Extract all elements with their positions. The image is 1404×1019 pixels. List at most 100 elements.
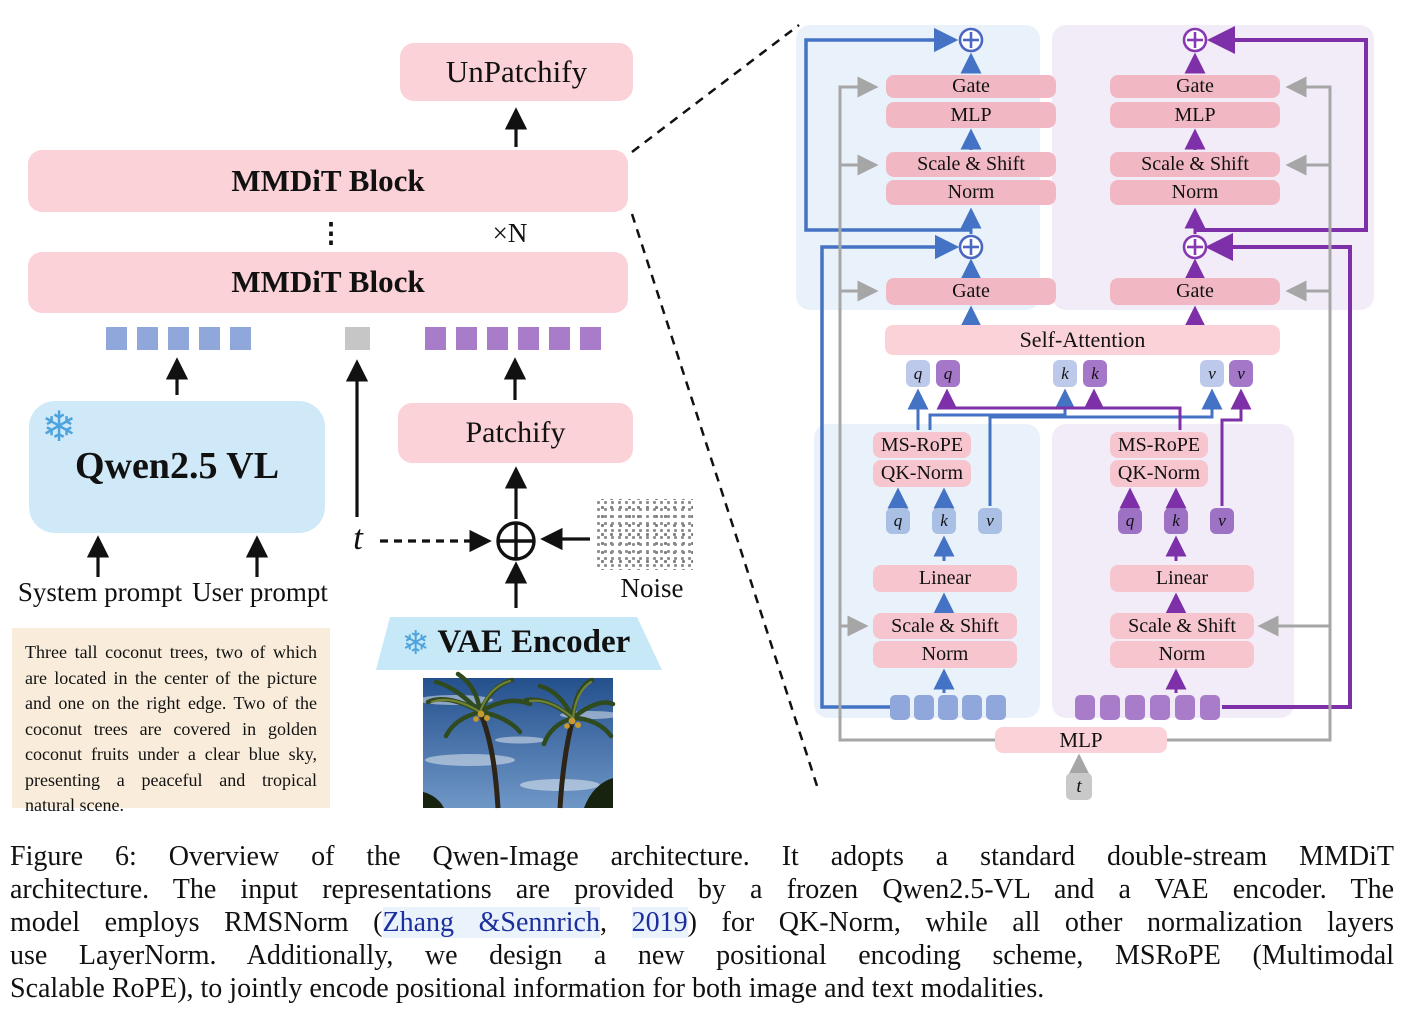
text-token xyxy=(986,695,1006,720)
image-token xyxy=(1150,695,1170,720)
image-token xyxy=(518,327,539,350)
image-token xyxy=(1200,695,1220,720)
text-token xyxy=(230,327,251,350)
timestep-token-box: t xyxy=(1066,773,1092,800)
prompt-paragraph: Three tall coconut trees, two of which a… xyxy=(12,628,330,815)
zoom-connector-dashes xyxy=(630,24,820,790)
text-token xyxy=(962,695,982,720)
image-v-small: v xyxy=(1210,508,1234,534)
text-input-token-row xyxy=(890,695,1006,720)
text-token xyxy=(106,327,127,350)
citation-link-authors[interactable]: Zhang &Sennrich xyxy=(382,907,600,938)
text-v-token: v xyxy=(1200,360,1224,387)
image-token xyxy=(1075,695,1095,720)
image-token xyxy=(580,327,601,350)
timestep-label: t xyxy=(353,517,363,557)
text-token-row xyxy=(106,327,251,350)
patchify-label: Patchify xyxy=(465,416,566,450)
image-ms-rope-box: MS-RoPE xyxy=(1110,432,1208,458)
citation-link-year[interactable]: 2019 xyxy=(631,907,688,938)
mmdit-block-top: MMDiT Block xyxy=(28,150,628,212)
figure-caption: Figure 6: Overview of the Qwen-Image arc… xyxy=(10,840,1394,1005)
text-stream-wires xyxy=(804,27,1223,709)
image-mlp-box: MLP xyxy=(1110,102,1280,128)
self-attention-box: Self-Attention xyxy=(885,325,1280,355)
text-v-small: v xyxy=(978,508,1002,534)
palm-photo xyxy=(417,671,620,809)
qwen-vl-box: Qwen2.5 VL xyxy=(29,401,325,533)
image-token xyxy=(1100,695,1120,720)
image-token xyxy=(1175,695,1195,720)
caption-line: architecture. The input representations … xyxy=(10,874,1394,905)
stack-dots: ⋮ xyxy=(317,217,345,248)
unpatchify-box: UnPatchify xyxy=(400,43,633,101)
conditioning-mlp-box: MLP xyxy=(995,727,1167,753)
text-mlp-box: MLP xyxy=(886,102,1056,128)
image-k-token: k xyxy=(1083,360,1107,387)
text-token xyxy=(914,695,934,720)
image-k-small: k xyxy=(1164,508,1188,534)
image-norm-lower-box: Norm xyxy=(1110,641,1254,668)
image-token xyxy=(456,327,477,350)
vae-encoder-label: VAE Encoder xyxy=(437,623,631,660)
text-k-token: k xyxy=(1053,360,1077,387)
system-prompt-label: System prompt xyxy=(17,576,183,607)
snowflake-icon: ❄ xyxy=(41,402,77,451)
vae-encoder-trapezoid xyxy=(376,617,662,670)
image-token xyxy=(549,327,570,350)
text-token xyxy=(938,695,958,720)
text-scale-shift-lower-box: Scale & Shift xyxy=(873,613,1017,639)
caption-line: use LayerNorm. Additionally, we design a… xyxy=(10,940,1394,971)
patchify-box: Patchify xyxy=(398,403,633,463)
text-norm-box: Norm xyxy=(886,180,1056,205)
user-prompt-label: User prompt xyxy=(192,576,328,607)
image-token-row xyxy=(425,327,601,350)
times-n-label: ×N xyxy=(492,217,528,248)
image-norm-box: Norm xyxy=(1110,180,1280,205)
image-q-token: q xyxy=(936,360,960,387)
caption-line: model employs RMSNorm (Zhang &Sennrich, … xyxy=(10,907,1394,938)
text-token xyxy=(890,695,910,720)
noise-label: Noise xyxy=(620,572,684,603)
image-scale-shift-lower-box: Scale & Shift xyxy=(1110,613,1254,639)
noise-patch xyxy=(595,499,693,570)
text-q-small: q xyxy=(886,508,910,534)
image-gate2-box: Gate xyxy=(1110,278,1280,305)
mmdit-block-label: MMDiT Block xyxy=(231,162,425,198)
text-norm-lower-box: Norm xyxy=(873,641,1017,668)
image-v-token: v xyxy=(1229,360,1253,387)
snowflake-icon: ❄ xyxy=(401,622,430,662)
add-noise-plus-circle xyxy=(496,521,536,561)
unpatchify-label: UnPatchify xyxy=(445,53,588,89)
text-gate2-box: Gate xyxy=(886,278,1056,305)
text-token xyxy=(199,327,220,350)
text-qk-norm-box: QK-Norm xyxy=(873,460,971,487)
image-token xyxy=(1125,695,1145,720)
text-stream-plus-circles xyxy=(958,27,984,260)
text-q-token: q xyxy=(906,360,930,387)
image-scale-shift-box: Scale & Shift xyxy=(1110,152,1280,177)
text-token xyxy=(137,327,158,350)
image-linear-box: Linear xyxy=(1110,565,1254,592)
mmdit-block-label: MMDiT Block xyxy=(231,264,425,300)
image-stream-wires xyxy=(936,26,1368,709)
left-diagram-arrows xyxy=(86,107,590,608)
text-linear-box: Linear xyxy=(873,565,1017,592)
text-ms-rope-box: MS-RoPE xyxy=(873,432,971,458)
mmdit-block-bottom: MMDiT Block xyxy=(28,252,628,313)
qwen-vl-label: Qwen2.5 VL xyxy=(74,445,280,488)
image-token xyxy=(425,327,446,350)
caption-line: Scalable RoPE), to jointly encode positi… xyxy=(10,973,1045,1004)
image-input-token-row xyxy=(1075,695,1220,720)
caption-line: Figure 6: Overview of the Qwen-Image arc… xyxy=(10,841,1394,872)
text-token xyxy=(168,327,189,350)
vae-encoder-label-row: ❄ VAE Encoder xyxy=(390,621,642,663)
text-scale-shift-box: Scale & Shift xyxy=(886,152,1056,177)
timestep-token xyxy=(345,327,370,350)
image-stream-plus-circles xyxy=(1182,27,1208,260)
text-gate-box: Gate xyxy=(886,75,1056,98)
text-k-small: k xyxy=(932,508,956,534)
image-token xyxy=(487,327,508,350)
